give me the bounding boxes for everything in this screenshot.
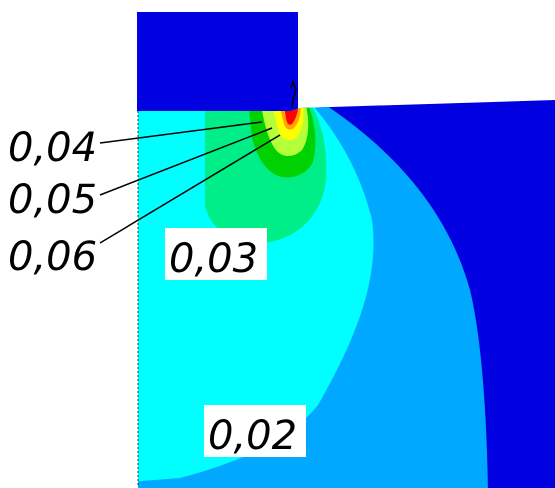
label-bg-3 [6,228,98,272]
leader-line-1 [99,121,263,144]
contour-label-2: 0,05 [8,177,97,223]
leader-line-3 [99,134,281,244]
stress-field [138,100,555,488]
contour-label-4: 0,03 [169,236,258,282]
load-marker [290,79,297,109]
label-bg-4 [165,228,267,280]
contour-label-1: 0,04 [8,125,97,171]
contour-label-3: 0,06 [8,234,97,280]
label-bg-2 [6,172,98,216]
indenter-block [137,12,298,111]
label-bg-5 [204,405,306,457]
label-bg-1 [6,122,98,166]
contour-label-5: 0,02 [208,413,297,459]
leader-line-2 [99,127,273,196]
